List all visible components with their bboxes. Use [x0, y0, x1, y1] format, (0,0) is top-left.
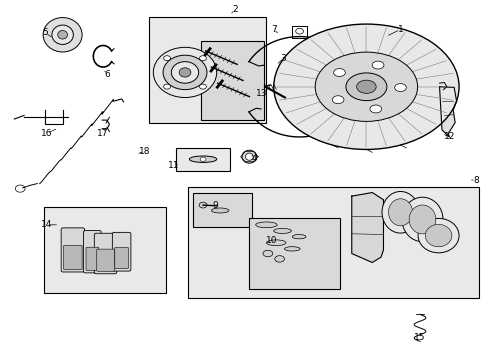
Text: 3: 3 — [280, 54, 286, 63]
FancyBboxPatch shape — [86, 247, 99, 270]
Ellipse shape — [266, 240, 285, 246]
Polygon shape — [439, 87, 456, 137]
Text: 2: 2 — [231, 5, 237, 14]
Ellipse shape — [345, 73, 386, 100]
Ellipse shape — [163, 56, 170, 61]
Bar — [43, 207, 165, 293]
Text: 8: 8 — [472, 176, 478, 185]
Text: 16: 16 — [41, 129, 53, 138]
Text: 11: 11 — [168, 161, 179, 170]
FancyBboxPatch shape — [83, 230, 101, 273]
Bar — [249, 218, 339, 289]
Ellipse shape — [417, 219, 458, 253]
Text: 5: 5 — [42, 28, 48, 37]
Ellipse shape — [401, 197, 442, 242]
Text: 9: 9 — [212, 201, 218, 210]
Ellipse shape — [394, 84, 406, 91]
Ellipse shape — [369, 105, 381, 113]
Ellipse shape — [153, 47, 216, 98]
Ellipse shape — [189, 156, 216, 162]
Bar — [200, 41, 264, 120]
Ellipse shape — [408, 205, 435, 234]
Ellipse shape — [200, 157, 205, 161]
Ellipse shape — [295, 28, 303, 34]
Ellipse shape — [371, 61, 383, 69]
Text: 10: 10 — [265, 237, 277, 246]
Ellipse shape — [43, 18, 82, 52]
Ellipse shape — [292, 234, 305, 239]
Ellipse shape — [199, 56, 206, 61]
Text: 12: 12 — [443, 132, 454, 141]
Ellipse shape — [356, 80, 375, 93]
Ellipse shape — [199, 202, 206, 208]
Ellipse shape — [284, 247, 300, 251]
Bar — [193, 193, 251, 226]
Ellipse shape — [274, 256, 284, 262]
Ellipse shape — [242, 150, 256, 163]
Ellipse shape — [315, 52, 417, 121]
Text: 13: 13 — [255, 89, 267, 98]
FancyBboxPatch shape — [61, 228, 84, 272]
Polygon shape — [351, 193, 383, 262]
Bar — [176, 148, 229, 171]
Text: 1: 1 — [397, 25, 403, 34]
Text: 18: 18 — [139, 147, 150, 156]
Ellipse shape — [211, 208, 228, 213]
Ellipse shape — [245, 153, 253, 160]
FancyBboxPatch shape — [115, 247, 128, 269]
Text: 15: 15 — [413, 333, 425, 342]
Ellipse shape — [163, 84, 170, 89]
Text: 14: 14 — [41, 220, 53, 229]
Text: 4: 4 — [251, 154, 257, 163]
Ellipse shape — [381, 192, 418, 233]
FancyBboxPatch shape — [112, 232, 131, 271]
Ellipse shape — [52, 25, 73, 44]
Ellipse shape — [179, 68, 190, 77]
Ellipse shape — [425, 224, 451, 247]
Bar — [188, 187, 478, 298]
Ellipse shape — [273, 24, 458, 149]
Ellipse shape — [387, 199, 412, 226]
Bar — [149, 17, 266, 123]
Ellipse shape — [331, 96, 343, 104]
Ellipse shape — [171, 62, 198, 83]
FancyBboxPatch shape — [97, 249, 114, 271]
Ellipse shape — [255, 222, 277, 228]
Ellipse shape — [199, 84, 206, 89]
Text: 17: 17 — [97, 129, 109, 138]
Ellipse shape — [163, 55, 206, 90]
FancyBboxPatch shape — [63, 246, 82, 270]
Text: 7: 7 — [270, 25, 276, 34]
Ellipse shape — [263, 250, 272, 257]
FancyBboxPatch shape — [94, 233, 117, 274]
Ellipse shape — [273, 228, 291, 233]
Text: 6: 6 — [104, 70, 110, 79]
Ellipse shape — [333, 69, 345, 76]
Ellipse shape — [58, 31, 67, 39]
